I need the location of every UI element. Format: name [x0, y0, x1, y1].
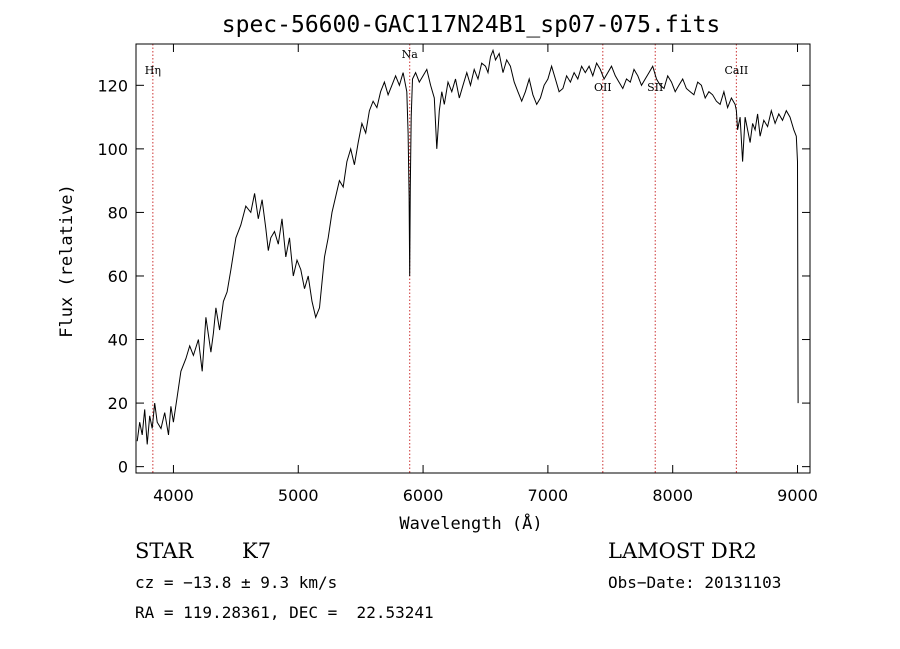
coordinates-readout: RA = 119.28361, DEC = 22.53241 — [135, 603, 434, 622]
x-axis-ticks: 4000 5000 6000 7000 8000 9000 — [153, 44, 818, 505]
object-class: STAR — [135, 539, 194, 563]
x-tick-label: 9000 — [777, 486, 818, 505]
x-tick-label: 6000 — [403, 486, 444, 505]
y-tick-label: 0 — [118, 458, 128, 477]
chart-title: spec-56600-GAC117N24B1_sp07-075.fits — [222, 12, 721, 38]
spectral-line-label: CaII — [725, 64, 749, 77]
y-tick-label: 40 — [108, 331, 128, 350]
y-axis-ticks: 0 20 40 60 80 100 120 — [97, 76, 810, 477]
spectral-line-label: OII — [594, 81, 612, 94]
object-subclass: K7 — [242, 539, 272, 563]
spectrum-series-line — [136, 48, 799, 445]
x-axis-label: Wavelength (Å) — [399, 512, 542, 534]
spectral-line-label: SII — [647, 81, 663, 94]
plot-frame — [135, 43, 811, 474]
y-tick-label: 60 — [108, 267, 128, 286]
spectral-line-label: Hη — [145, 64, 161, 77]
y-tick-label: 20 — [108, 394, 128, 413]
y-tick-label: 120 — [97, 76, 128, 95]
y-axis-label: Flux (relative) — [57, 184, 77, 338]
survey-label: LAMOST DR2 — [608, 539, 757, 563]
y-tick-label: 100 — [97, 140, 128, 159]
x-tick-label: 5000 — [278, 486, 319, 505]
x-tick-label: 8000 — [652, 486, 693, 505]
obs-date-readout: Obs−Date: 20131103 — [608, 573, 782, 592]
x-tick-label: 4000 — [153, 486, 194, 505]
x-tick-label: 7000 — [528, 486, 569, 505]
spectral-line-label: Na — [402, 48, 419, 61]
spectral-line-markers: Hη Na OII SII CaII — [145, 44, 748, 473]
y-tick-label: 80 — [108, 203, 128, 222]
redshift-readout: cz = −13.8 ± 9.3 km/s — [135, 573, 338, 592]
